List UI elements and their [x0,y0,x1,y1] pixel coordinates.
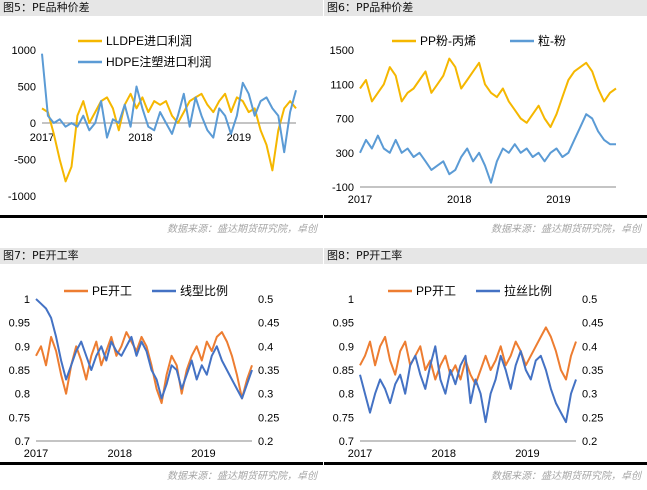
chart-panel-fig5: 图5：PE品种价差 -1000 -500 0 500 1000 2017 2018 2019 L… [0,0,323,242]
y-tick-label: 0.9 [15,341,30,353]
legend-label: 拉丝比例 [504,283,552,298]
series-line [41,53,297,154]
x-tick-label: 2018 [128,132,152,144]
chart-fig6: -100 300 700 1100 1500 2017 2018 2019 PP粉-丙烯 粒-粉 [330,33,617,206]
divider [0,215,323,218]
chart-fig8: 0.7 0.75 0.8 0.85 0.9 0.95 1 0.2 0.25 0.3 0.35 0.4 0… [333,283,604,460]
chart-panel-fig6: 图6：PP品种价差 -100 300 700 1100 1500 2017 2018 2019… [324,0,647,242]
y-tick-label: 300 [336,148,354,160]
source-note: 数据来源：盛达期货研究院，卓创 [167,224,317,235]
x-tick-label: 2017 [24,448,48,460]
series-line [35,331,253,405]
series-line [359,326,577,386]
y-tick-label: 1500 [330,45,354,57]
source-note: 数据来源：盛达期货研究院，卓创 [491,224,641,235]
chart-fig7: 0.7 0.75 0.8 0.85 0.9 0.95 1 0.2 0.25 0.3 0.35 0.4 0… [9,284,280,460]
chart-fig5: -1000 -500 0 500 1000 2017 2018 2019 LLDPE进口利润 HD… [8,34,297,203]
legend-label: LLDPE进口利润 [106,34,192,48]
y-tick-label: 0.8 [15,389,30,401]
y2-tick-label: 0.25 [582,412,603,424]
y-tick-label: 0.95 [333,318,354,330]
y2-tick-label: 0.35 [258,365,279,377]
chart-title: 图7：PE开工率 [0,248,323,264]
x-tick-label: 2018 [447,194,471,206]
legend-label: HDPE注塑进口利润 [106,54,211,69]
y-tick-label: 1 [348,294,354,306]
y2-tick-label: 0.45 [582,318,603,330]
chart-panel-fig8: 图8：PP开工率 0.7 0.75 0.8 0.85 0.9 0.95 1 0.2 0.25 0.… [324,248,647,490]
legend-label: 粒-粉 [538,33,566,48]
y-tick-label: -100 [332,182,354,194]
x-tick-label: 2019 [546,194,570,206]
y-tick-label: 0.85 [9,365,30,377]
x-tick-label: 2019 [515,448,539,460]
series-line [35,298,253,400]
x-tick-label: 2019 [191,448,215,460]
x-tick-label: 2017 [30,132,54,144]
legend-label: PE开工 [92,284,132,298]
x-tick-label: 2018 [431,448,455,460]
y2-tick-label: 0.45 [258,318,279,330]
x-tick-label: 2019 [227,132,251,144]
y-tick-label: 0 [30,118,36,130]
y-tick-label: 1 [24,294,30,306]
y2-tick-label: 0.3 [258,389,273,401]
y2-tick-label: 0.5 [582,294,597,306]
y-tick-label: 0.8 [339,389,354,401]
x-tick-label: 2017 [348,448,372,460]
y2-tick-label: 0.2 [258,436,273,448]
series-line [359,345,577,424]
y2-tick-label: 0.4 [258,341,273,353]
y2-tick-label: 0.25 [258,412,279,424]
y2-tick-label: 0.5 [258,294,273,306]
y-tick-label: 0.75 [333,412,354,424]
y-tick-label: 1000 [12,45,36,57]
y-tick-label: 500 [18,82,36,94]
chart-title: 图5：PE品种价差 [0,0,323,16]
y-tick-label: 700 [336,114,354,126]
source-note: 数据来源：盛达期货研究院，卓创 [491,471,641,482]
legend-label: PP粉-丙烯 [420,34,476,48]
y-tick-label: 0.95 [9,318,30,330]
y-tick-label: 0.7 [339,436,354,448]
x-tick-label: 2018 [107,448,131,460]
y-tick-label: 0.75 [9,412,30,424]
divider [0,462,323,465]
series-line [359,113,616,184]
y-tick-label: 0.85 [333,365,354,377]
y-tick-label: 0.7 [15,436,30,448]
divider [324,215,647,218]
y2-tick-label: 0.35 [582,365,603,377]
legend-label: PP开工 [416,284,456,298]
y-tick-label: 1100 [330,79,354,91]
legend-label: 线型比例 [180,284,228,298]
source-note: 数据来源：盛达期货研究院，卓创 [167,471,317,482]
series-line [359,57,617,129]
y2-tick-label: 0.2 [582,436,597,448]
y2-tick-label: 0.3 [582,389,597,401]
y-tick-label: -500 [14,155,36,167]
chart-title: 图8：PP开工率 [324,248,647,264]
divider [324,462,647,465]
y2-tick-label: 0.4 [582,341,597,353]
chart-panel-fig7: 图7：PE开工率 0.7 0.75 0.8 0.85 0.9 0.95 1 0.2 0.25 0.… [0,248,323,490]
y-tick-label: 0.9 [339,341,354,353]
chart-title: 图6：PP品种价差 [324,0,647,16]
y-tick-label: -1000 [8,191,36,203]
x-tick-label: 2017 [348,194,372,206]
